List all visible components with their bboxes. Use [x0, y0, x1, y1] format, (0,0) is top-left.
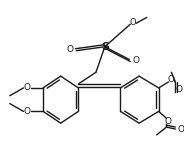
Text: O: O: [133, 56, 140, 65]
Text: O: O: [165, 117, 172, 126]
Text: S: S: [101, 42, 109, 52]
Text: O: O: [66, 45, 73, 54]
Text: O: O: [130, 18, 137, 27]
Text: O: O: [24, 107, 31, 116]
Text: O: O: [24, 83, 31, 92]
Text: O: O: [178, 124, 184, 133]
Text: O: O: [168, 75, 175, 84]
Text: O: O: [176, 85, 183, 94]
